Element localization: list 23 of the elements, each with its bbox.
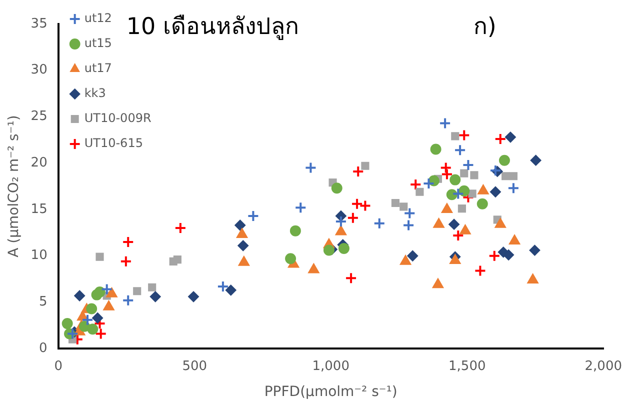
legend-label: kk3	[84, 86, 106, 100]
x-tick-label: 0	[54, 358, 62, 374]
y-tick-label: 20	[30, 155, 48, 170]
legend-label: ut17	[84, 61, 112, 76]
legend-label: UT10-009R	[84, 111, 152, 126]
chart-title: 10 เดือนหลังปลูก	[126, 14, 299, 40]
y-tick-label: 15	[30, 202, 48, 217]
y-tick-label: 0	[39, 340, 48, 356]
x-tick-label: 1,000	[312, 358, 350, 374]
legend-label: ut12	[84, 11, 112, 26]
x-tick-label: 1,500	[448, 358, 486, 374]
y-axis-title: A (µmolCO₂ m⁻² s⁻¹)	[6, 115, 22, 258]
y-tick-label: 5	[39, 294, 48, 310]
x-tick-label: 500	[182, 358, 208, 374]
legend-label: UT10-615	[84, 136, 143, 150]
x-tick-label: 2,000	[584, 358, 622, 374]
annotation: ก)	[473, 14, 496, 40]
x-axis-title: PPFD(µmolm⁻² s⁻¹)	[264, 384, 398, 400]
y-tick-label: 35	[30, 16, 48, 32]
y-tick-label: 25	[30, 109, 48, 124]
y-tick-label: 10	[30, 248, 48, 264]
legend-label: ut15	[84, 36, 112, 50]
y-tick-label: 30	[30, 62, 48, 78]
